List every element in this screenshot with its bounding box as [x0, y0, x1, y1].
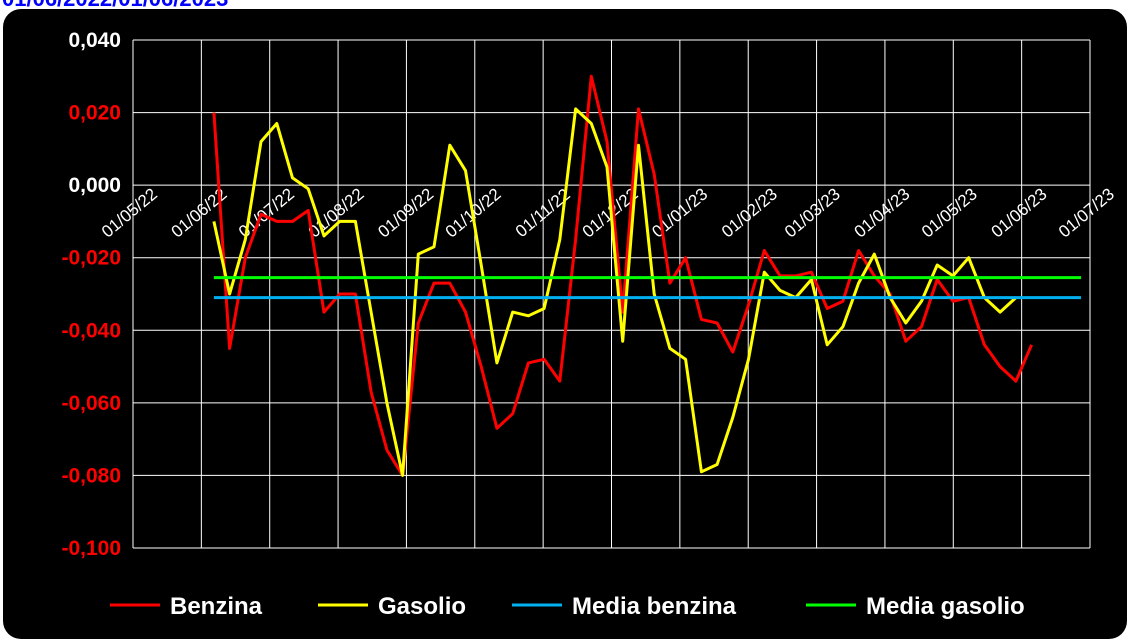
legend-label: Gasolio: [378, 593, 466, 620]
legend-label: Media benzina: [572, 593, 737, 620]
y-tick-label: -0,040: [61, 319, 121, 342]
y-tick-label: -0,080: [61, 464, 121, 487]
y-tick-label: -0,100: [61, 537, 121, 560]
series-group: [212, 74, 1082, 477]
y-tick-label: -0,060: [61, 392, 121, 415]
series-line-gasolio: [212, 107, 1017, 477]
date-range-header: 01/06/2022/01/06/2023: [2, 0, 228, 11]
y-tick-label: -0,020: [61, 247, 121, 270]
y-tick-label: 0,000: [68, 174, 121, 197]
y-axis-ticks: 0,040 0,020 0,000 -0,020 -0,040 -0,060 -0,080 -…: [61, 29, 121, 560]
y-tick-label: 0,020: [68, 102, 121, 125]
legend: Benzina Gasolio Media benzina Media gasolio: [110, 593, 1025, 620]
series-line-benzina: [212, 74, 1033, 477]
legend-label: Benzina: [170, 593, 263, 620]
legend-label: Media gasolio: [866, 593, 1025, 620]
y-tick-label: 0,040: [68, 29, 121, 52]
